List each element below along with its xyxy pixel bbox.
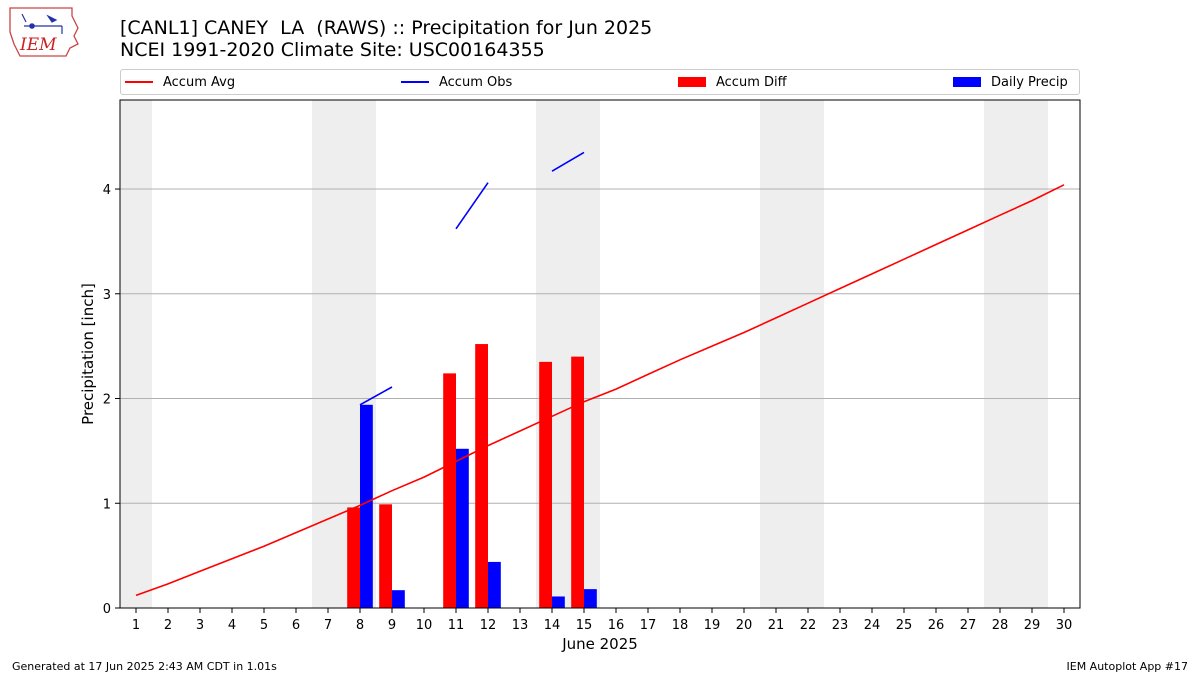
bar-daily-precip-day-15 [584,589,597,608]
xtick-label-13: 13 [512,618,529,633]
weekend-shade-3 [760,100,824,608]
line-accum-obs-segment-1 [455,182,489,230]
ytick-label-2: 2 [103,393,111,408]
bar-accum-diff-day-14 [539,361,552,608]
xtick-label-8: 8 [356,618,364,633]
bar-daily-precip-day-11 [456,448,469,608]
bar-accum-diff-day-12 [475,344,488,608]
ytick-label-3: 3 [103,288,111,303]
legend-swatch-accum-obs [401,81,429,83]
line-accum-avg [135,184,1065,597]
ytick-label-1: 1 [103,497,111,512]
iem-logo: IEM [9,7,79,57]
bar-accum-diff-day-9 [379,504,392,608]
xtick-label-19: 19 [704,618,721,633]
legend-label-accum-avg: Accum Avg [163,74,236,90]
xtick-label-1: 1 [132,618,140,633]
legend-item-accum-diff: Accum Diff [678,70,787,94]
xtick-label-20: 20 [736,618,753,633]
footer-generated: Generated at 17 Jun 2025 2:43 AM CDT in … [12,660,277,673]
xtick-label-16: 16 [608,618,625,633]
legend-label-accum-obs: Accum Obs [439,74,513,90]
xtick-label-29: 29 [1024,618,1041,633]
legend-item-accum-obs: Accum Obs [401,70,512,94]
ytick-label-0: 0 [103,602,111,617]
xtick-label-12: 12 [480,618,497,633]
xtick-label-3: 3 [196,618,204,633]
chart-subtitle: NCEI 1991-2020 Climate Site: USC00164355 [120,39,545,61]
xtick-label-27: 27 [960,618,977,633]
logo-text: IEM [19,35,57,55]
xtick-label-21: 21 [768,618,785,633]
xtick-label-23: 23 [832,618,849,633]
xtick-label-30: 30 [1056,618,1073,633]
xtick-label-26: 26 [928,618,945,633]
footer-app-id: IEM Autoplot App #17 [1066,660,1189,673]
weekend-shade-0 [120,100,152,608]
xtick-label-2: 2 [164,618,172,633]
legend: Accum Avg Accum Obs Accum Diff Daily Pre… [120,69,1080,95]
x-axis-label: June 2025 [561,635,638,653]
legend-swatch-accum-diff [678,77,706,87]
xtick-label-17: 17 [640,618,657,633]
plot-frame [119,99,1081,609]
bar-accum-diff-day-8 [347,507,360,608]
xtick-label-9: 9 [388,618,396,633]
weekend-shade-4 [984,100,1048,608]
legend-label-accum-diff: Accum Diff [716,74,787,90]
legend-swatch-daily-precip [953,77,981,87]
xtick-label-22: 22 [800,618,817,633]
legend-item-accum-avg: Accum Avg [125,70,235,94]
legend-swatch-accum-avg [125,81,153,83]
line-accum-obs-segment-0 [359,386,393,406]
y-axis-label: Precipitation [inch] [79,283,97,425]
bar-daily-precip-day-12 [488,561,501,608]
xtick-label-18: 18 [672,618,689,633]
xtick-label-15: 15 [576,618,593,633]
legend-label-daily-precip: Daily Precip [991,74,1068,90]
line-accum-obs-segment-2 [551,151,585,172]
xtick-label-14: 14 [544,618,561,633]
legend-item-daily-precip: Daily Precip [953,70,1068,94]
xtick-label-4: 4 [228,618,236,633]
chart-title: [CANL1] CANEY LA (RAWS) :: Precipitation… [120,17,653,39]
xtick-label-25: 25 [896,618,913,633]
bar-accum-diff-day-15 [571,356,584,608]
xtick-label-24: 24 [864,618,881,633]
bar-daily-precip-day-8 [360,404,373,608]
xtick-label-5: 5 [260,618,268,633]
xtick-label-11: 11 [448,618,465,633]
xtick-label-6: 6 [292,618,300,633]
xtick-label-28: 28 [992,618,1009,633]
ytick-label-4: 4 [103,183,111,198]
bar-accum-diff-day-11 [443,373,456,608]
bar-daily-precip-day-14 [552,596,565,608]
bar-daily-precip-day-9 [392,590,405,608]
xtick-label-10: 10 [416,618,433,633]
xtick-label-7: 7 [324,618,332,633]
